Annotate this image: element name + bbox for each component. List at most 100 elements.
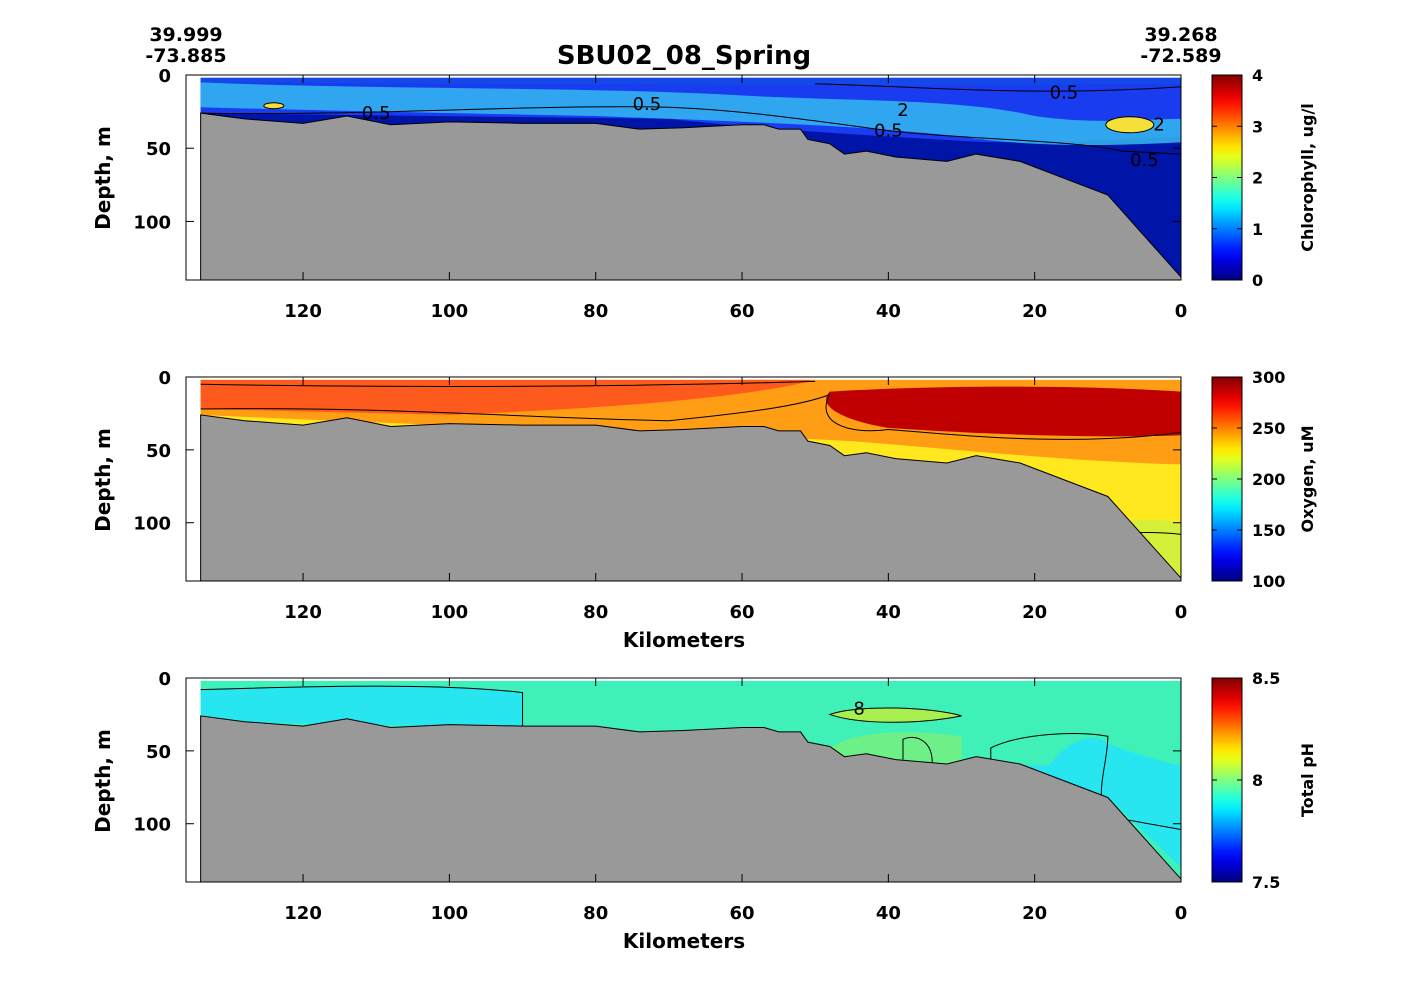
x-tick-label: 60: [729, 903, 754, 924]
chlorophyll-contour-2: [1105, 116, 1155, 134]
ph-contour-pocket: [902, 737, 933, 763]
chlorophyll-max-patch: [1105, 116, 1154, 133]
colorbar: 100 150 200 250 300 Oxygen, uM: [1211, 368, 1317, 591]
x-axis-label: Kilometers: [623, 929, 745, 953]
x-tick-label: 40: [876, 301, 901, 322]
bathymetry: [200, 715, 1181, 882]
colorbar-tick-label: 1: [1252, 220, 1263, 239]
y-axis-label: Depth, m: [91, 126, 115, 230]
colorbar-tick-label: 8: [1252, 771, 1263, 790]
coord-left-lon: -73.885: [145, 45, 226, 67]
colorbar-tick-label: 100: [1252, 572, 1285, 591]
colorbar-tick-label: 2: [1252, 169, 1263, 188]
data-field: 200: [200, 379, 1181, 581]
colorbar-tick-label: 300: [1252, 368, 1285, 387]
x-tick-label: 0: [1175, 602, 1188, 623]
ph-cyan-offshore: [1020, 737, 1181, 868]
y-axis-label: Depth, m: [91, 729, 115, 833]
x-tick-label: 80: [583, 301, 608, 322]
x-tick-label: 80: [583, 903, 608, 924]
colorbar-tick-label: 0: [1252, 271, 1263, 290]
oxygen-max-core: [826, 386, 1181, 437]
bathymetry: [200, 112, 1181, 280]
ph-contour-8: [828, 707, 962, 723]
y-tick-label: 100: [133, 212, 171, 233]
colorbar-tick-label: 200: [1252, 470, 1285, 489]
contour-label: 8: [853, 698, 864, 719]
colorbar-tick-label: 3: [1252, 117, 1263, 136]
colorbar-tick-label: 150: [1252, 521, 1285, 540]
axes-box: [185, 74, 1182, 281]
y-tick-label: 0: [158, 669, 171, 690]
contour-label: 0.5: [633, 94, 662, 115]
colorbar: 0 1 2 3 4 Chlorophyll, ug/l: [1211, 66, 1317, 290]
x-tick-label: 20: [1022, 903, 1047, 924]
x-tick-label: 120: [284, 602, 322, 623]
coord-right-lon: -72.589: [1140, 45, 1221, 67]
y-tick-label: 100: [133, 514, 171, 535]
x-tick-label: 20: [1022, 602, 1047, 623]
panel-total-ph: 8 120 100 80 60 40 20 0 0 50 100 Depth, m Kilometers…: [91, 669, 1317, 953]
oxygen-contour-surface: [200, 380, 816, 387]
chlorophyll-surface-band: [200, 82, 1181, 145]
x-tick-label: 80: [583, 602, 608, 623]
bathymetry: [200, 414, 1181, 581]
y-tick-label: 0: [158, 66, 171, 87]
contour-label: 0.5: [1130, 150, 1159, 171]
x-tick-label: 60: [729, 602, 754, 623]
x-tick-label: 120: [284, 301, 322, 322]
coord-left-lat: 39.999: [149, 24, 222, 46]
contour-label: 0.5: [874, 121, 903, 142]
x-tick-label: 40: [876, 602, 901, 623]
colorbar-label: Chlorophyll, ug/l: [1298, 103, 1317, 252]
y-tick-label: 0: [158, 368, 171, 389]
oxygen-contour-core: [825, 394, 1181, 440]
colorbar: 7.5 8 8.5 Total pH: [1211, 669, 1317, 892]
contour-label: 2: [1153, 115, 1164, 136]
chlorophyll-contour-0-5-deep: [200, 106, 1181, 155]
ph-field: [200, 680, 1181, 882]
x-tick-label: 60: [729, 301, 754, 322]
chlorophyll-small-patch: [263, 102, 284, 109]
colorbar-label: Oxygen, uM: [1298, 425, 1317, 532]
x-tick-label: 100: [431, 602, 469, 623]
x-tick-label: 120: [284, 903, 322, 924]
y-tick-label: 50: [146, 742, 171, 763]
ph-contour-shelf: [200, 685, 524, 728]
colorbar-label: Total pH: [1298, 743, 1317, 817]
colorbar-tick-label: 4: [1252, 66, 1263, 85]
y-axis-label: Depth, m: [91, 428, 115, 532]
x-tick-label: 0: [1175, 903, 1188, 924]
chlorophyll-contour-2-small: [263, 102, 285, 110]
oxygen-surface-layer: [200, 379, 816, 415]
ph-cyan-shelf: [200, 686, 523, 728]
colorbar-tick-label: 250: [1252, 419, 1285, 438]
ph-high-patch: [829, 707, 962, 723]
colorbar-tick-label: 8.5: [1252, 669, 1280, 688]
y-tick-label: 100: [133, 815, 171, 836]
x-tick-label: 40: [876, 903, 901, 924]
panel-oxygen: 200120100806040200050100Depth, mKilomete…: [91, 368, 1317, 652]
data-field: 8: [200, 680, 1181, 882]
x-tick-label: 20: [1022, 301, 1047, 322]
chlorophyll-surface-layer: [200, 77, 1181, 86]
contour-label: 0.5: [1050, 82, 1079, 103]
y-tick-label: 50: [146, 441, 171, 462]
axes-box: [185, 677, 1182, 883]
data-field: 0.5 0.5 20.50.520.5: [200, 77, 1181, 280]
axes-box: [185, 376, 1182, 582]
coord-right-lat: 39.268: [1144, 24, 1217, 46]
x-axis-label: Kilometers: [623, 628, 745, 652]
contour-label: 2: [897, 100, 908, 121]
oxygen-contour-mid: [200, 394, 831, 422]
x-tick-label: 100: [431, 301, 469, 322]
colorbar-tick-label: 7.5: [1252, 873, 1280, 892]
x-tick-label: 0: [1175, 301, 1188, 322]
y-tick-label: 50: [146, 139, 171, 160]
x-tick-label: 100: [431, 903, 469, 924]
figure-title: SBU02_08_Spring: [557, 41, 811, 71]
chlorophyll-contour-0-5-top: [815, 83, 1181, 92]
contour-label: 0.5: [362, 103, 391, 124]
